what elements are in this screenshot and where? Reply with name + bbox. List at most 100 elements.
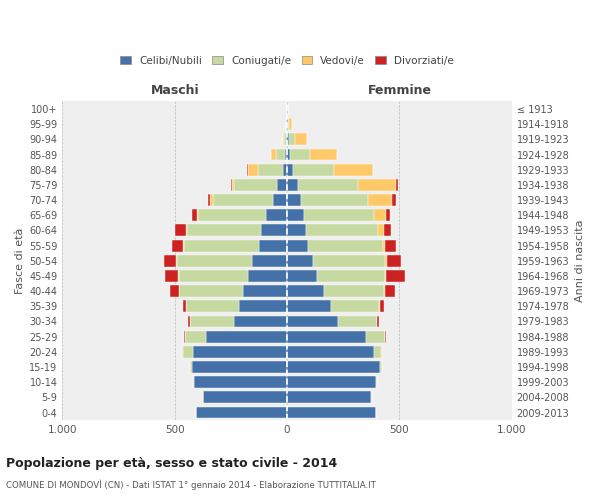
- Bar: [374, 346, 382, 358]
- Bar: [261, 224, 287, 236]
- Legend: Celibi/Nubili, Coniugati/e, Vedovi/e, Divorziati/e: Celibi/Nubili, Coniugati/e, Vedovi/e, Di…: [121, 56, 454, 66]
- Bar: [170, 285, 179, 297]
- Bar: [248, 164, 258, 175]
- Bar: [197, 210, 199, 221]
- Bar: [184, 240, 259, 252]
- Bar: [284, 134, 286, 145]
- Bar: [258, 164, 283, 175]
- Y-axis label: Fasce di età: Fasce di età: [15, 228, 25, 294]
- Bar: [287, 285, 324, 297]
- Bar: [191, 361, 287, 373]
- Bar: [232, 179, 235, 191]
- Y-axis label: Anni di nascita: Anni di nascita: [575, 220, 585, 302]
- Bar: [289, 134, 295, 145]
- Bar: [239, 300, 287, 312]
- Bar: [199, 210, 266, 221]
- Bar: [286, 134, 287, 145]
- Bar: [290, 148, 310, 160]
- Bar: [188, 316, 190, 328]
- Bar: [193, 346, 287, 358]
- Bar: [385, 270, 386, 282]
- Bar: [287, 376, 376, 388]
- Bar: [293, 164, 334, 175]
- Bar: [183, 300, 186, 312]
- Bar: [368, 194, 392, 206]
- Bar: [166, 270, 178, 282]
- Bar: [179, 285, 243, 297]
- Bar: [287, 148, 290, 160]
- Bar: [185, 330, 206, 342]
- Bar: [383, 240, 385, 252]
- Bar: [178, 270, 179, 282]
- Bar: [287, 240, 308, 252]
- Bar: [310, 148, 337, 160]
- Bar: [182, 346, 193, 358]
- Bar: [287, 255, 313, 266]
- Bar: [283, 134, 284, 145]
- Bar: [210, 194, 213, 206]
- Bar: [287, 224, 306, 236]
- Bar: [331, 300, 379, 312]
- Text: Femmine: Femmine: [367, 84, 431, 97]
- Bar: [252, 255, 287, 266]
- Bar: [287, 346, 374, 358]
- Bar: [277, 179, 287, 191]
- Bar: [183, 240, 184, 252]
- Bar: [235, 316, 287, 328]
- Bar: [334, 164, 373, 175]
- Bar: [248, 270, 287, 282]
- Bar: [186, 300, 239, 312]
- Bar: [271, 148, 276, 160]
- Bar: [191, 210, 197, 221]
- Bar: [313, 255, 385, 266]
- Bar: [295, 134, 307, 145]
- Bar: [287, 164, 293, 175]
- Bar: [358, 179, 396, 191]
- Bar: [287, 118, 288, 130]
- Bar: [287, 210, 304, 221]
- Bar: [287, 330, 366, 342]
- Bar: [386, 270, 406, 282]
- Bar: [317, 270, 385, 282]
- Bar: [231, 179, 232, 191]
- Bar: [386, 210, 390, 221]
- Bar: [206, 330, 287, 342]
- Bar: [287, 406, 376, 418]
- Bar: [187, 224, 261, 236]
- Bar: [176, 255, 177, 266]
- Bar: [377, 316, 379, 328]
- Bar: [287, 270, 317, 282]
- Bar: [287, 300, 331, 312]
- Bar: [374, 210, 386, 221]
- Bar: [186, 224, 187, 236]
- Bar: [287, 361, 380, 373]
- Bar: [287, 392, 371, 404]
- Bar: [276, 148, 285, 160]
- Bar: [203, 392, 287, 404]
- Bar: [301, 194, 368, 206]
- Bar: [164, 255, 176, 266]
- Bar: [385, 285, 395, 297]
- Bar: [196, 406, 287, 418]
- Bar: [376, 376, 377, 388]
- Bar: [378, 224, 384, 236]
- Bar: [304, 210, 374, 221]
- Bar: [272, 194, 287, 206]
- Bar: [247, 164, 248, 175]
- Bar: [338, 316, 377, 328]
- Bar: [190, 361, 191, 373]
- Bar: [366, 330, 385, 342]
- Bar: [324, 285, 384, 297]
- Bar: [392, 194, 395, 206]
- Bar: [306, 224, 378, 236]
- Bar: [298, 179, 358, 191]
- Bar: [175, 224, 186, 236]
- Bar: [287, 316, 338, 328]
- Bar: [386, 255, 401, 266]
- Bar: [179, 270, 248, 282]
- Bar: [172, 240, 183, 252]
- Bar: [396, 179, 398, 191]
- Bar: [287, 194, 301, 206]
- Bar: [380, 300, 384, 312]
- Bar: [283, 164, 287, 175]
